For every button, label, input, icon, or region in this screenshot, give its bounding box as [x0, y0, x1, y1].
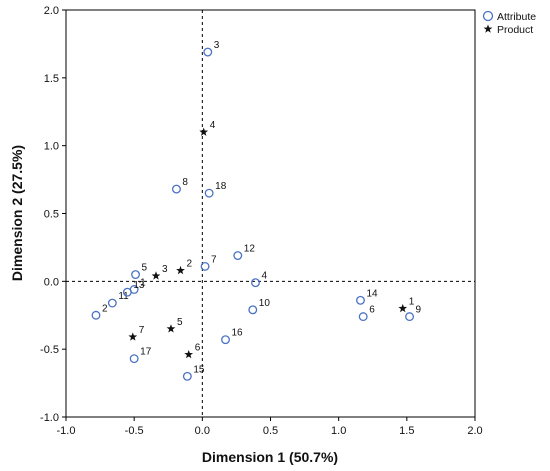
- attribute-point: [203, 47, 213, 57]
- attribute-point-label: 18: [215, 181, 227, 192]
- attribute-point: [251, 278, 260, 288]
- legend-star-marker: [483, 24, 493, 33]
- attribute-point: [356, 295, 365, 305]
- legend-label-product: Product: [497, 24, 533, 36]
- attribute-point-label: 9: [416, 305, 422, 316]
- attribute-point-label: 5: [142, 263, 148, 274]
- attribute-point-label: 16: [232, 328, 244, 339]
- product-point-label: 3: [162, 264, 168, 275]
- product-point: [166, 324, 176, 333]
- attribute-point-label: 8: [182, 177, 188, 188]
- product-point: [128, 332, 138, 341]
- attribute-point: [107, 298, 117, 308]
- plot-frame: [65, 9, 476, 418]
- x-tick-label: 0.5: [263, 425, 278, 437]
- product-point: [398, 303, 408, 313]
- attribute-point: [405, 312, 415, 322]
- y-axis-ticks: -1.0 -0.5 0.0 0.5 1.0 1.5 2.0: [40, 5, 66, 424]
- attribute-point: [91, 310, 101, 320]
- attribute-point: [204, 188, 214, 198]
- attribute-point-label: 2: [102, 303, 108, 314]
- x-tick-label: 0.0: [195, 425, 210, 437]
- y-tick-label: 0.0: [44, 276, 59, 288]
- product-point: [176, 265, 185, 275]
- y-tick-label: 0.5: [44, 209, 59, 221]
- legend-label-attribute: Attribute: [497, 11, 536, 23]
- attribute-point: [122, 287, 132, 297]
- attribute-point: [131, 270, 140, 279]
- product-point-label: 6: [195, 343, 201, 354]
- legend-item-product: Product: [483, 24, 533, 36]
- legend: Attribute Product: [482, 10, 536, 36]
- attribute-point: [221, 335, 230, 345]
- product-point-label: 7: [139, 325, 145, 336]
- product-point: [151, 271, 161, 280]
- product-point: [199, 127, 209, 136]
- product-point-label: 2: [187, 258, 193, 269]
- product-point-label: 4: [210, 120, 216, 131]
- x-tick-label: 1.0: [331, 425, 346, 437]
- y-axis-title: Dimension 2 (27.5%): [9, 145, 25, 281]
- x-tick-label: 2.0: [467, 425, 482, 437]
- attribute-point: [200, 261, 210, 271]
- attribute-point-label: 13: [133, 280, 145, 291]
- attribute-point-label: 12: [244, 244, 256, 255]
- y-tick-label: 1.5: [44, 73, 59, 85]
- attribute-point-label: 3: [214, 40, 220, 51]
- attribute-point: [248, 305, 258, 315]
- x-tick-label: -1.0: [57, 425, 76, 437]
- product-point: [184, 349, 194, 359]
- x-tick-label: -0.5: [125, 425, 144, 437]
- attribute-point-label: 1: [140, 277, 146, 288]
- product-point-label: 5: [177, 317, 183, 328]
- y-tick-label: -1.0: [40, 412, 59, 424]
- legend-circle-marker: [482, 10, 494, 22]
- attribute-point-label: 15: [193, 364, 205, 375]
- legend-item-attribute: Attribute: [482, 10, 536, 23]
- attribute-point-label: 6: [369, 305, 375, 316]
- attribute-point-label: 7: [211, 254, 217, 265]
- x-tick-label: 1.5: [399, 425, 414, 437]
- attribute-point-label: 11: [118, 291, 129, 302]
- product-point-label: 1: [409, 296, 415, 307]
- attribute-point: [171, 184, 181, 194]
- x-axis-title: Dimension 1 (50.7%): [202, 449, 338, 465]
- attribute-point: [233, 251, 243, 261]
- attribute-point-label: 17: [140, 347, 152, 358]
- attribute-point-label: 10: [259, 298, 271, 309]
- attribute-point: [129, 354, 139, 364]
- x-axis-ticks: -1.0 -0.5 0.0 0.5 1.0 1.5 2.0: [57, 417, 483, 437]
- attribute-point: [182, 371, 192, 381]
- y-tick-label: 1.0: [44, 141, 59, 153]
- y-tick-label: -0.5: [40, 344, 59, 356]
- attribute-point-label: 4: [262, 271, 268, 282]
- attribute-point-label: 14: [366, 288, 378, 299]
- y-tick-label: 2.0: [44, 5, 59, 17]
- attribute-point: [358, 312, 368, 322]
